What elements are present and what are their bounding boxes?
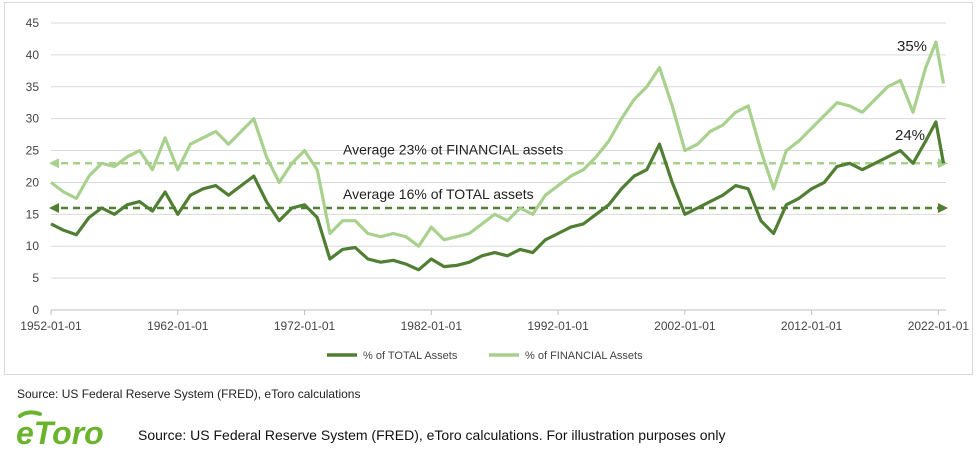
x-tick-label: 1962-01-01 bbox=[147, 319, 209, 333]
x-tick-label: 2002-01-01 bbox=[654, 319, 716, 333]
gridlines bbox=[51, 22, 946, 311]
y-tick-label: 10 bbox=[26, 239, 40, 253]
y-tick-label: 5 bbox=[32, 271, 39, 285]
arrow-right-total bbox=[938, 202, 948, 213]
legend-label: % of TOTAL Assets bbox=[363, 350, 458, 362]
average-label-financial: Average 23% ot FINANCIAL assets bbox=[343, 141, 563, 157]
y-tick-label: 15 bbox=[26, 207, 40, 221]
x-tick-label: 2022-01-01 bbox=[908, 319, 970, 333]
y-axis-ticks: 0 5 10 15 20 25 30 35 40 45 bbox=[26, 16, 40, 317]
annotations: 24% 35% bbox=[895, 38, 927, 144]
source-line: Source: US Federal Reserve System (FRED)… bbox=[17, 387, 361, 401]
average-label-total: Average 16% of TOTAL assets bbox=[343, 186, 534, 202]
y-tick-label: 25 bbox=[26, 144, 40, 158]
annotation-total: 24% bbox=[895, 127, 925, 144]
x-tick-label: 1952-01-01 bbox=[20, 319, 82, 333]
footer-source: Source: US Federal Reserve System (FRED)… bbox=[138, 427, 726, 443]
y-tick-label: 0 bbox=[32, 303, 39, 317]
y-tick-label: 30 bbox=[26, 112, 40, 126]
y-tick-label: 20 bbox=[26, 175, 40, 189]
y-tick-label: 40 bbox=[26, 48, 40, 62]
series-line-total bbox=[50, 120, 946, 272]
x-tick-label: 2012-01-01 bbox=[781, 319, 843, 333]
arrow-left-financial bbox=[49, 158, 59, 169]
x-tick-label: 1982-01-01 bbox=[401, 319, 463, 333]
series-lines bbox=[50, 40, 946, 272]
svg-text:eToro: eToro bbox=[16, 415, 104, 450]
x-axis-ticks: 1952-01-01 1962-01-01 1972-01-01 1982-01-01… bbox=[20, 310, 969, 333]
y-tick-label: 45 bbox=[26, 16, 40, 30]
legend: % of TOTAL Assets % of FINANCIAL Assets bbox=[327, 350, 643, 362]
annotation-financial: 35% bbox=[897, 38, 927, 55]
x-tick-label: 1972-01-01 bbox=[274, 319, 336, 333]
average-lines: Average 23% ot FINANCIAL assets Average 1… bbox=[49, 141, 948, 213]
legend-label: % of FINANCIAL Assets bbox=[525, 350, 643, 362]
series-line-financial bbox=[50, 40, 946, 248]
etoro-logo: eToro bbox=[16, 410, 104, 450]
arrow-left-total bbox=[49, 202, 59, 213]
x-tick-label: 1992-01-01 bbox=[527, 319, 589, 333]
y-tick-label: 35 bbox=[26, 80, 40, 94]
